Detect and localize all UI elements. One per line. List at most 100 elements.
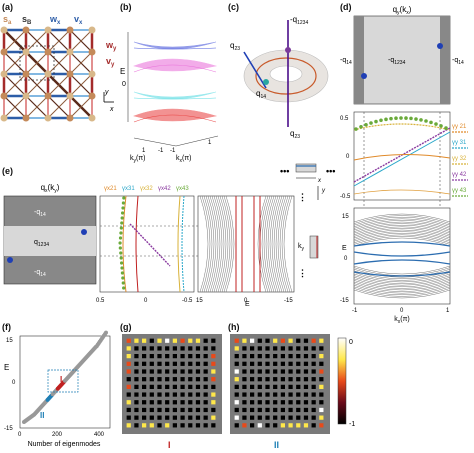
mode-site — [250, 400, 255, 405]
f-xtick-2: 200 — [52, 432, 63, 438]
mode-site — [180, 384, 185, 389]
diag-bond — [47, 95, 71, 119]
diag-bond — [47, 73, 71, 97]
colorbar: 0 -1 — [337, 337, 355, 428]
mode-site — [234, 407, 239, 413]
mode-site — [203, 423, 208, 428]
energy-band — [353, 228, 451, 237]
mode-site — [242, 400, 247, 405]
mode-site — [172, 338, 177, 343]
mode-site — [157, 377, 162, 382]
d-legend-entry: γy 31 — [452, 140, 467, 146]
mode-site — [242, 384, 247, 389]
mode-site — [280, 400, 285, 405]
inset-dots-left: ••• — [280, 166, 289, 176]
f-xtick-3: 400 — [94, 432, 105, 438]
mode-site — [203, 377, 208, 382]
mode-site — [172, 400, 177, 405]
panel-label-f: (f) — [2, 322, 11, 332]
f-ytick-3: -15 — [4, 426, 13, 432]
mode-map-II — [230, 334, 330, 434]
mode-site — [165, 338, 170, 343]
mode-site — [180, 369, 185, 374]
mode-site — [211, 415, 216, 420]
e-wilson-dot — [121, 206, 125, 210]
lattice-site — [44, 114, 52, 122]
mode-site — [303, 361, 309, 366]
lattice-site — [66, 92, 74, 100]
mode-site — [319, 369, 324, 374]
mode-site — [142, 423, 147, 428]
mode-site — [195, 361, 201, 366]
lattice-site — [22, 70, 30, 78]
mode-site — [250, 346, 255, 351]
mode-site — [134, 415, 139, 420]
wilson-dot — [364, 122, 368, 127]
mode-site — [288, 354, 293, 359]
energy-band — [353, 216, 451, 226]
panel-label-d: (d) — [340, 2, 352, 12]
mode-site — [296, 369, 301, 374]
energy-band — [353, 229, 451, 239]
e-wilson-dot — [121, 201, 126, 205]
e-energy-band — [257, 195, 267, 293]
wilson-dot — [359, 124, 363, 129]
axis-y-label: y — [104, 89, 109, 96]
mode-site — [149, 338, 154, 343]
band-line — [133, 97, 217, 100]
mode-site — [134, 392, 139, 397]
e-energy-band — [201, 195, 211, 293]
e-point-top — [81, 229, 87, 235]
panel-label-g: (g) — [120, 322, 132, 332]
d-legend-entry: γy 43 — [452, 188, 467, 194]
energy-band — [353, 272, 451, 281]
mode-site — [203, 400, 208, 405]
mode-site — [172, 423, 177, 428]
mode-site — [257, 400, 262, 405]
e-wilson-dot — [119, 226, 123, 230]
mode-site — [234, 400, 239, 405]
energy-band — [353, 268, 451, 278]
mode-site — [311, 377, 316, 382]
mode-site — [188, 384, 193, 389]
band-structure-3d: E 0 1 -1 -1 1 ky(π) kx(π) — [120, 32, 219, 164]
edge-band — [353, 271, 451, 277]
e-etick-3: -15 — [284, 298, 293, 304]
edge-band — [353, 259, 451, 265]
mode-site — [288, 384, 293, 389]
lattice-site — [22, 114, 30, 122]
mode-site — [265, 377, 270, 382]
e-inset-dots-bot: ⋮ — [298, 268, 307, 278]
torus-q23-top: q23 — [230, 41, 240, 52]
mode-site — [280, 415, 285, 420]
e-wilson-curve — [177, 195, 181, 293]
e-energy-band — [273, 195, 283, 293]
mode-site — [303, 354, 309, 359]
mode-site — [250, 377, 255, 382]
mode-site — [157, 361, 162, 366]
mode-site — [303, 338, 309, 343]
mode-site — [157, 369, 162, 374]
e-energy-band — [203, 195, 213, 293]
mode-site — [211, 346, 216, 351]
mode-site — [157, 346, 162, 351]
mode-site — [188, 400, 193, 405]
q1234-point — [285, 47, 291, 53]
mode-site — [250, 354, 255, 359]
lattice-site — [0, 114, 8, 122]
mode-site — [142, 392, 147, 397]
mode-site — [273, 346, 278, 351]
d-inset: ••• x ••• — [280, 163, 335, 184]
mode-site — [134, 338, 139, 343]
mode-site — [288, 338, 293, 343]
e-energy-band — [209, 195, 219, 293]
e-wtick-3: -0.5 — [182, 298, 193, 304]
d-center-region: -q1234 — [388, 57, 406, 66]
mode-site — [211, 392, 216, 397]
mode-site — [265, 415, 270, 420]
e-ky-label: ky — [298, 243, 305, 252]
mode-site — [265, 423, 270, 428]
e-wilson-dot — [119, 256, 123, 260]
mode-site — [126, 423, 131, 428]
wilson-dot — [409, 116, 413, 121]
